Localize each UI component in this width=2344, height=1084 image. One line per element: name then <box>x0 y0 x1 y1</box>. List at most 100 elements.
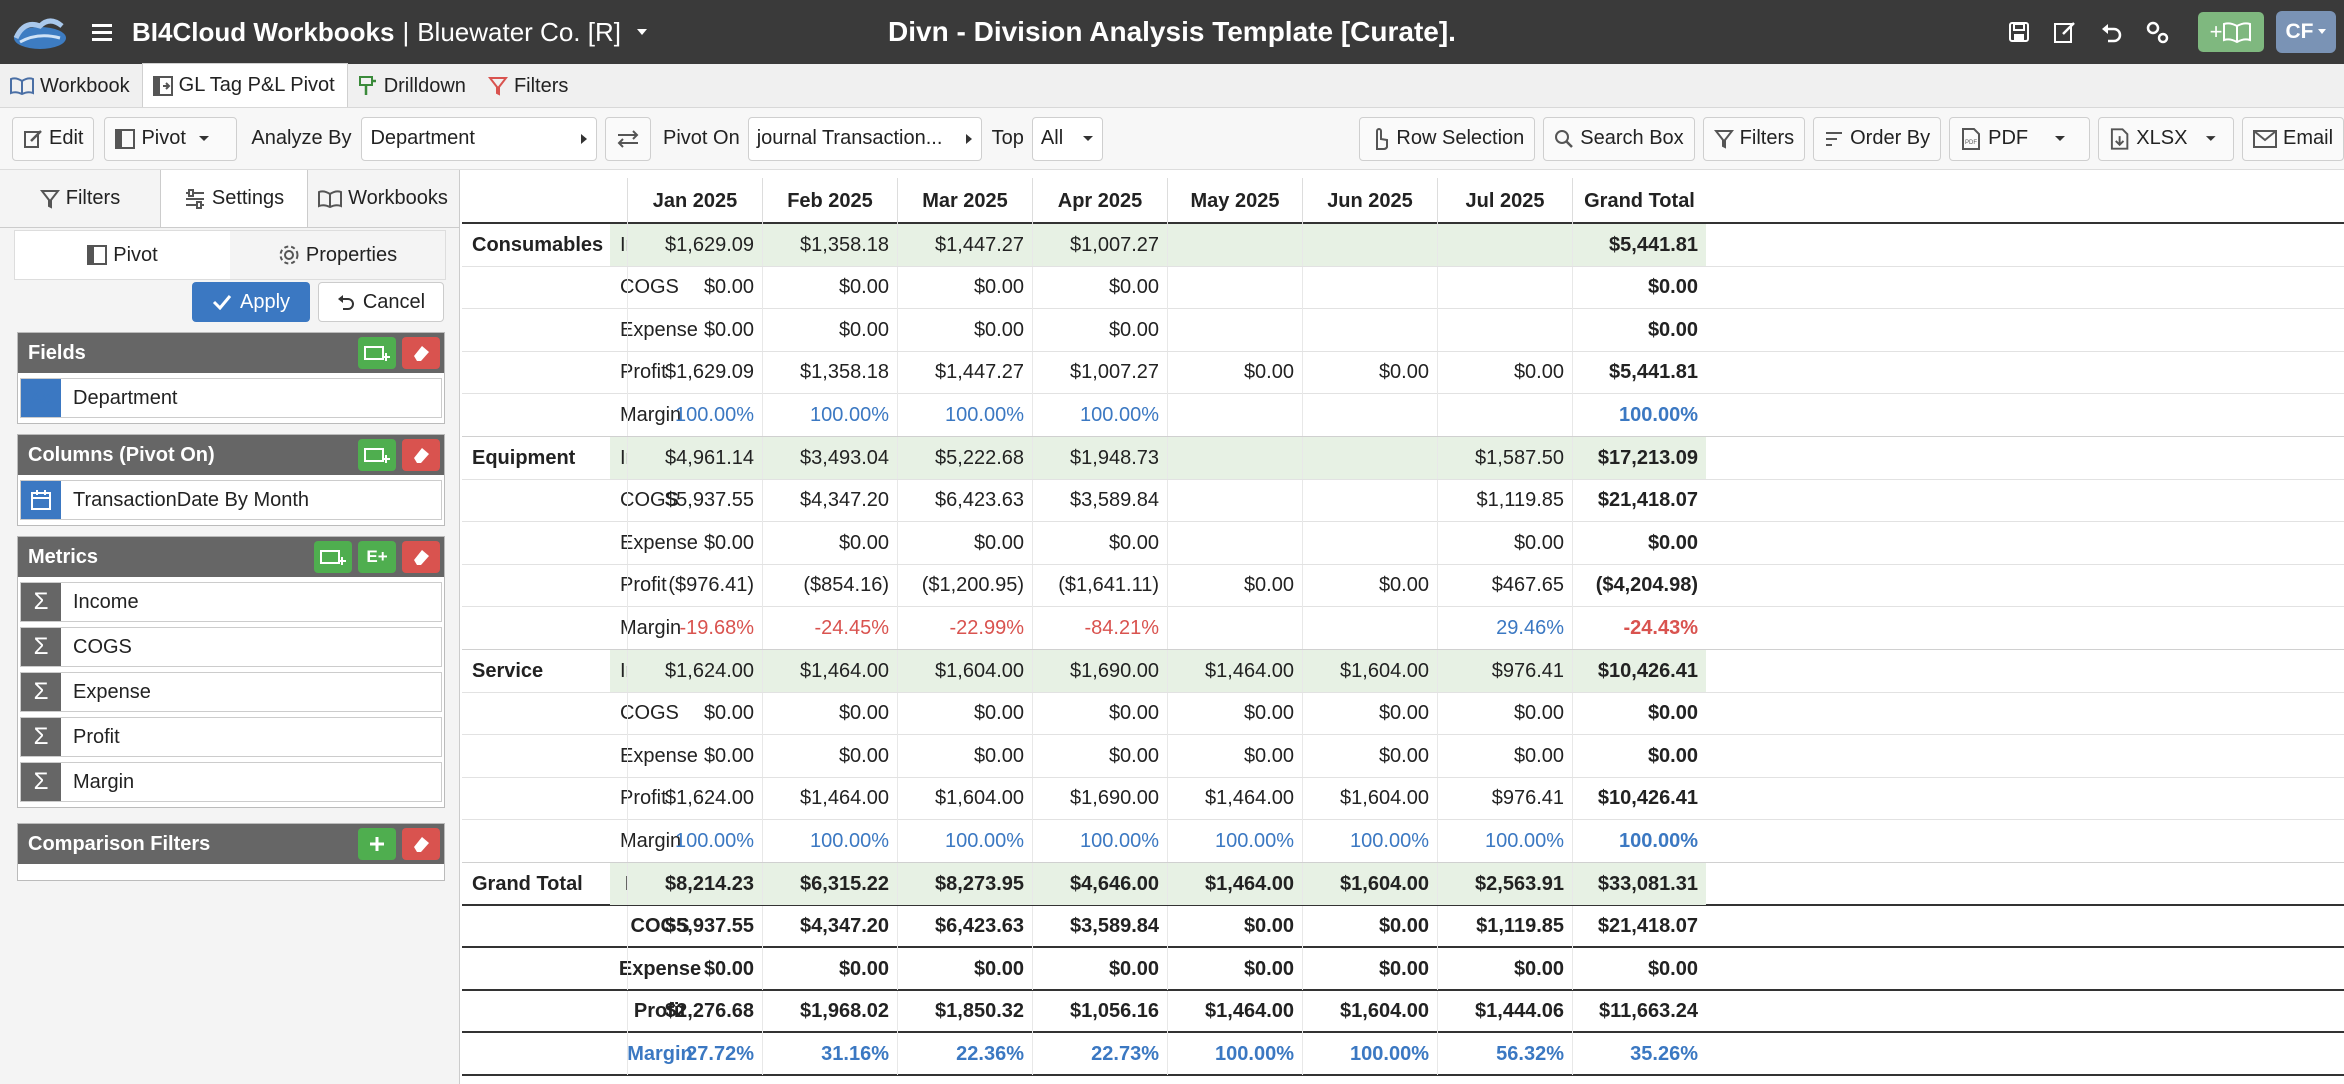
value-cell[interactable]: $1,056.16 <box>1032 990 1167 1033</box>
value-cell[interactable]: $1,604.00 <box>1302 863 1437 905</box>
row-selection-button[interactable]: Row Selection <box>1359 116 1536 161</box>
value-cell[interactable]: $17,213.09 <box>1572 437 1706 479</box>
grand-total-row[interactable]: COGS $5,937.55 $4,347.20 $6,423.63 $3,589.84… <box>462 905 2344 949</box>
table-row[interactable]: EquipmentIncome$4,961.14$3,493.04$5,222.… <box>462 437 2344 480</box>
value-cell[interactable]: $0.00 <box>897 309 1032 352</box>
value-cell[interactable] <box>1302 437 1437 479</box>
table-row[interactable]: COGS $0.00 $0.00 $0.00 $0.00 $0.00 <box>462 266 2344 310</box>
value-cell[interactable]: $0.00 <box>1167 351 1302 394</box>
value-cell[interactable]: $1,629.09 <box>627 351 762 394</box>
value-cell[interactable] <box>1302 309 1437 352</box>
value-cell[interactable]: $10,426.41 <box>1572 777 1706 820</box>
value-cell[interactable] <box>1302 607 1437 650</box>
tab-drilldown[interactable]: Drilldown <box>348 65 478 107</box>
field-item-department[interactable]: Aa Department <box>20 378 442 418</box>
value-cell[interactable]: $4,347.20 <box>762 905 897 948</box>
value-cell[interactable]: $0.00 <box>1032 735 1167 778</box>
value-cell[interactable]: 100.00% <box>627 394 762 437</box>
settings-gears-icon[interactable] <box>2134 12 2180 52</box>
value-cell[interactable] <box>1167 266 1302 309</box>
value-cell[interactable] <box>1437 309 1572 352</box>
value-cell[interactable]: $0.00 <box>1437 522 1572 565</box>
value-cell[interactable]: $1,119.85 <box>1437 479 1572 522</box>
add-comparison-filter-button[interactable] <box>358 828 396 860</box>
value-cell[interactable]: $1,604.00 <box>897 650 1032 692</box>
value-cell[interactable]: 27.72% <box>627 1033 762 1076</box>
value-cell[interactable]: $1,587.50 <box>1437 437 1572 479</box>
value-cell[interactable] <box>1302 224 1437 266</box>
value-cell[interactable]: $1,007.27 <box>1032 224 1167 266</box>
edit-note-icon[interactable] <box>2042 12 2088 52</box>
value-cell[interactable]: $0.00 <box>762 522 897 565</box>
value-cell[interactable]: $0.00 <box>897 948 1032 991</box>
value-cell[interactable]: -24.45% <box>762 607 897 650</box>
metric-item-profit[interactable]: Σ Profit <box>20 717 442 757</box>
value-cell[interactable]: $0.00 <box>1167 948 1302 991</box>
panel-tab-workbooks[interactable]: Workbooks <box>308 170 458 227</box>
value-cell[interactable]: 29.46% <box>1437 607 1572 650</box>
table-row[interactable]: COGS $0.00 $0.00 $0.00 $0.00 $0.00 $0.00 $0.00 $… <box>462 692 2344 736</box>
add-metric-button[interactable] <box>314 541 352 573</box>
value-cell[interactable]: $8,214.23 <box>627 863 762 905</box>
value-cell[interactable]: $0.00 <box>1032 266 1167 309</box>
value-cell[interactable]: 22.36% <box>897 1033 1032 1076</box>
value-cell[interactable]: $0.00 <box>1572 266 1706 309</box>
value-cell[interactable]: $0.00 <box>1302 905 1437 948</box>
value-cell[interactable]: $0.00 <box>1167 564 1302 607</box>
value-cell[interactable]: $0.00 <box>1437 351 1572 394</box>
value-cell[interactable]: 100.00% <box>897 820 1032 863</box>
grand-total-row[interactable]: Grand TotalIncome$8,214.23$6,315.22$8,27… <box>462 863 2344 906</box>
value-cell[interactable]: 100.00% <box>1167 820 1302 863</box>
value-cell[interactable]: $1,464.00 <box>1167 777 1302 820</box>
value-cell[interactable]: ($854.16) <box>762 564 897 607</box>
subtab-pivot[interactable]: Pivot <box>15 231 230 279</box>
pivot-on-select[interactable]: journal Transaction... <box>747 116 982 161</box>
value-cell[interactable]: $4,646.00 <box>1032 863 1167 905</box>
order-by-button[interactable]: Order By <box>1813 116 1942 161</box>
value-cell[interactable]: $467.65 <box>1437 564 1572 607</box>
value-cell[interactable]: $5,222.68 <box>897 437 1032 479</box>
value-cell[interactable]: $1,007.27 <box>1032 351 1167 394</box>
value-cell[interactable] <box>1167 224 1302 266</box>
grand-total-row[interactable]: Profit $2,276.68 $1,968.02 $1,850.32 $1,056.… <box>462 990 2344 1034</box>
column-header[interactable]: Grand Total <box>1572 178 1706 224</box>
column-header[interactable]: Apr 2025 <box>1032 178 1167 224</box>
swap-axes-button[interactable] <box>605 116 652 161</box>
subtab-properties[interactable]: Properties <box>230 231 445 279</box>
value-cell[interactable]: $976.41 <box>1437 650 1572 692</box>
value-cell[interactable]: $976.41 <box>1437 777 1572 820</box>
value-cell[interactable]: $5,937.55 <box>627 479 762 522</box>
panel-tab-filters[interactable]: Filters <box>0 170 160 227</box>
xlsx-export-button[interactable]: XLSX <box>2098 116 2235 161</box>
value-cell[interactable]: $0.00 <box>762 735 897 778</box>
value-cell[interactable]: $0.00 <box>762 692 897 735</box>
company-name[interactable]: Bluewater Co. [R] <box>417 16 621 47</box>
value-cell[interactable]: $4,961.14 <box>627 437 762 479</box>
value-cell[interactable]: $1,604.00 <box>897 777 1032 820</box>
value-cell[interactable]: $0.00 <box>1167 905 1302 948</box>
value-cell[interactable]: $0.00 <box>1302 735 1437 778</box>
bi4cloud-logo-icon[interactable] <box>10 12 68 52</box>
add-workbook-button[interactable]: + <box>2198 12 2264 52</box>
value-cell[interactable]: $6,423.63 <box>897 905 1032 948</box>
clear-fields-button[interactable] <box>402 337 440 369</box>
column-header[interactable]: May 2025 <box>1167 178 1302 224</box>
column-header[interactable]: Mar 2025 <box>897 178 1032 224</box>
column-header[interactable]: Feb 2025 <box>762 178 897 224</box>
value-cell[interactable]: $10,426.41 <box>1572 650 1706 692</box>
value-cell[interactable]: 100.00% <box>762 820 897 863</box>
value-cell[interactable]: $5,937.55 <box>627 905 762 948</box>
value-cell[interactable]: $1,604.00 <box>1302 650 1437 692</box>
value-cell[interactable]: $33,081.31 <box>1572 863 1706 905</box>
value-cell[interactable]: $1,447.27 <box>897 224 1032 266</box>
value-cell[interactable]: $0.00 <box>627 266 762 309</box>
value-cell[interactable]: 100.00% <box>1572 394 1706 437</box>
table-row[interactable]: Profit ($976.41) ($854.16) ($1,200.95) ($1,6… <box>462 564 2344 608</box>
value-cell[interactable]: $0.00 <box>1302 948 1437 991</box>
pdf-export-button[interactable]: PDF PDF <box>1949 116 2091 161</box>
value-cell[interactable]: -22.99% <box>897 607 1032 650</box>
value-cell[interactable]: $0.00 <box>897 266 1032 309</box>
top-select[interactable]: All <box>1031 116 1104 161</box>
value-cell[interactable]: $1,948.73 <box>1032 437 1167 479</box>
value-cell[interactable]: 100.00% <box>1032 394 1167 437</box>
